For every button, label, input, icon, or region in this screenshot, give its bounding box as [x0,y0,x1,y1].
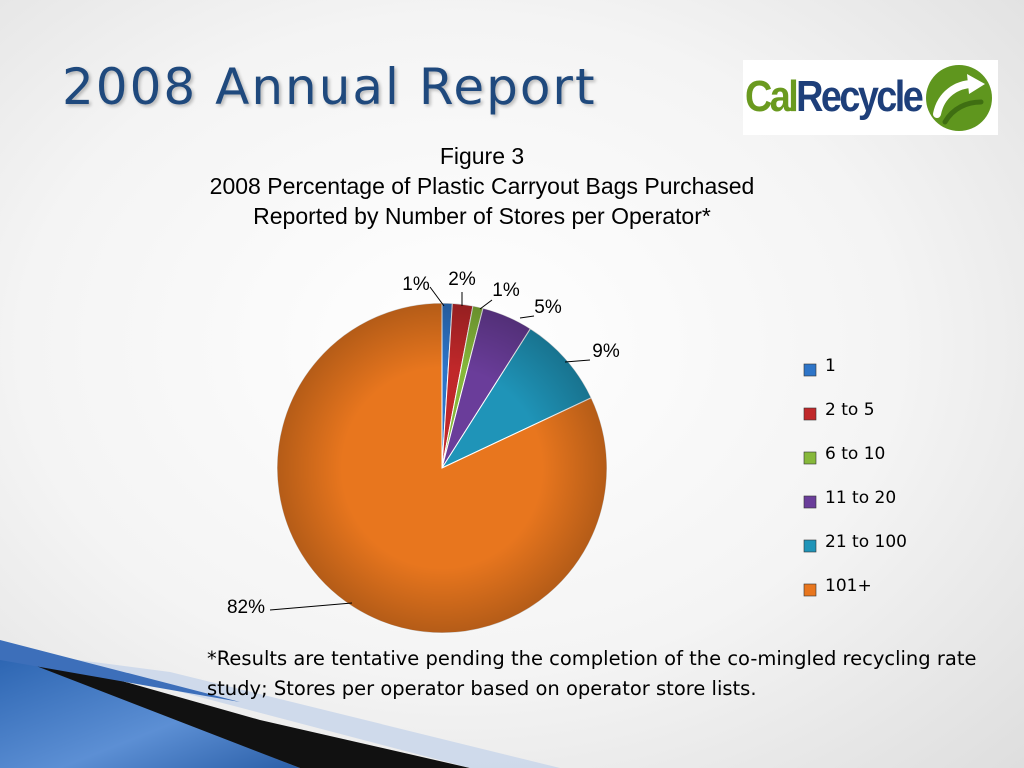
slide-title: 2008 Annual Report [62,58,597,116]
leader-line-6 [269,602,353,611]
legend-label-2: 2 to 5 [825,400,875,420]
legend-label-4: 11 to 20 [825,488,896,508]
data-label-2: 2% [448,269,476,290]
legend-swatch-4 [803,495,817,509]
logo-text: CalRecycle [745,66,924,128]
legend-swatch-2 [803,407,817,421]
leader-line-1 [429,286,445,307]
data-label-1: 1% [402,274,430,295]
calrecycle-logo: CalRecycle [743,60,998,135]
logo-text-recycle: Recycle [796,72,924,121]
legend-swatch-3 [803,451,817,465]
leader-line-3 [479,299,493,310]
chart-title-line-3: Reported by Number of Stores per Operato… [253,203,711,229]
footnote: *Results are tentative pending the compl… [207,647,977,700]
logo-text-cal: Cal [745,72,799,121]
leader-line-5 [564,359,591,363]
legend-swatch-1 [803,363,817,377]
legend-label-5: 21 to 100 [825,532,907,552]
data-label-6: 82% [227,597,265,618]
legend-label-1: 1 [825,356,836,376]
leader-line-4 [519,315,535,319]
legend-swatch-5 [803,539,817,553]
data-label-5: 9% [592,341,620,362]
legend-label-6: 101+ [825,576,872,596]
recycle-arrow-icon [926,65,992,131]
data-label-4: 5% [534,297,562,318]
legend-swatch-6 [803,583,817,597]
chart-title-line-1: Figure 3 [439,143,525,169]
data-label-3: 1% [492,280,520,301]
chart-title-line-2: 2008 Percentage of Plastic Carryout Bags… [209,173,755,199]
legend-label-3: 6 to 10 [825,444,885,464]
